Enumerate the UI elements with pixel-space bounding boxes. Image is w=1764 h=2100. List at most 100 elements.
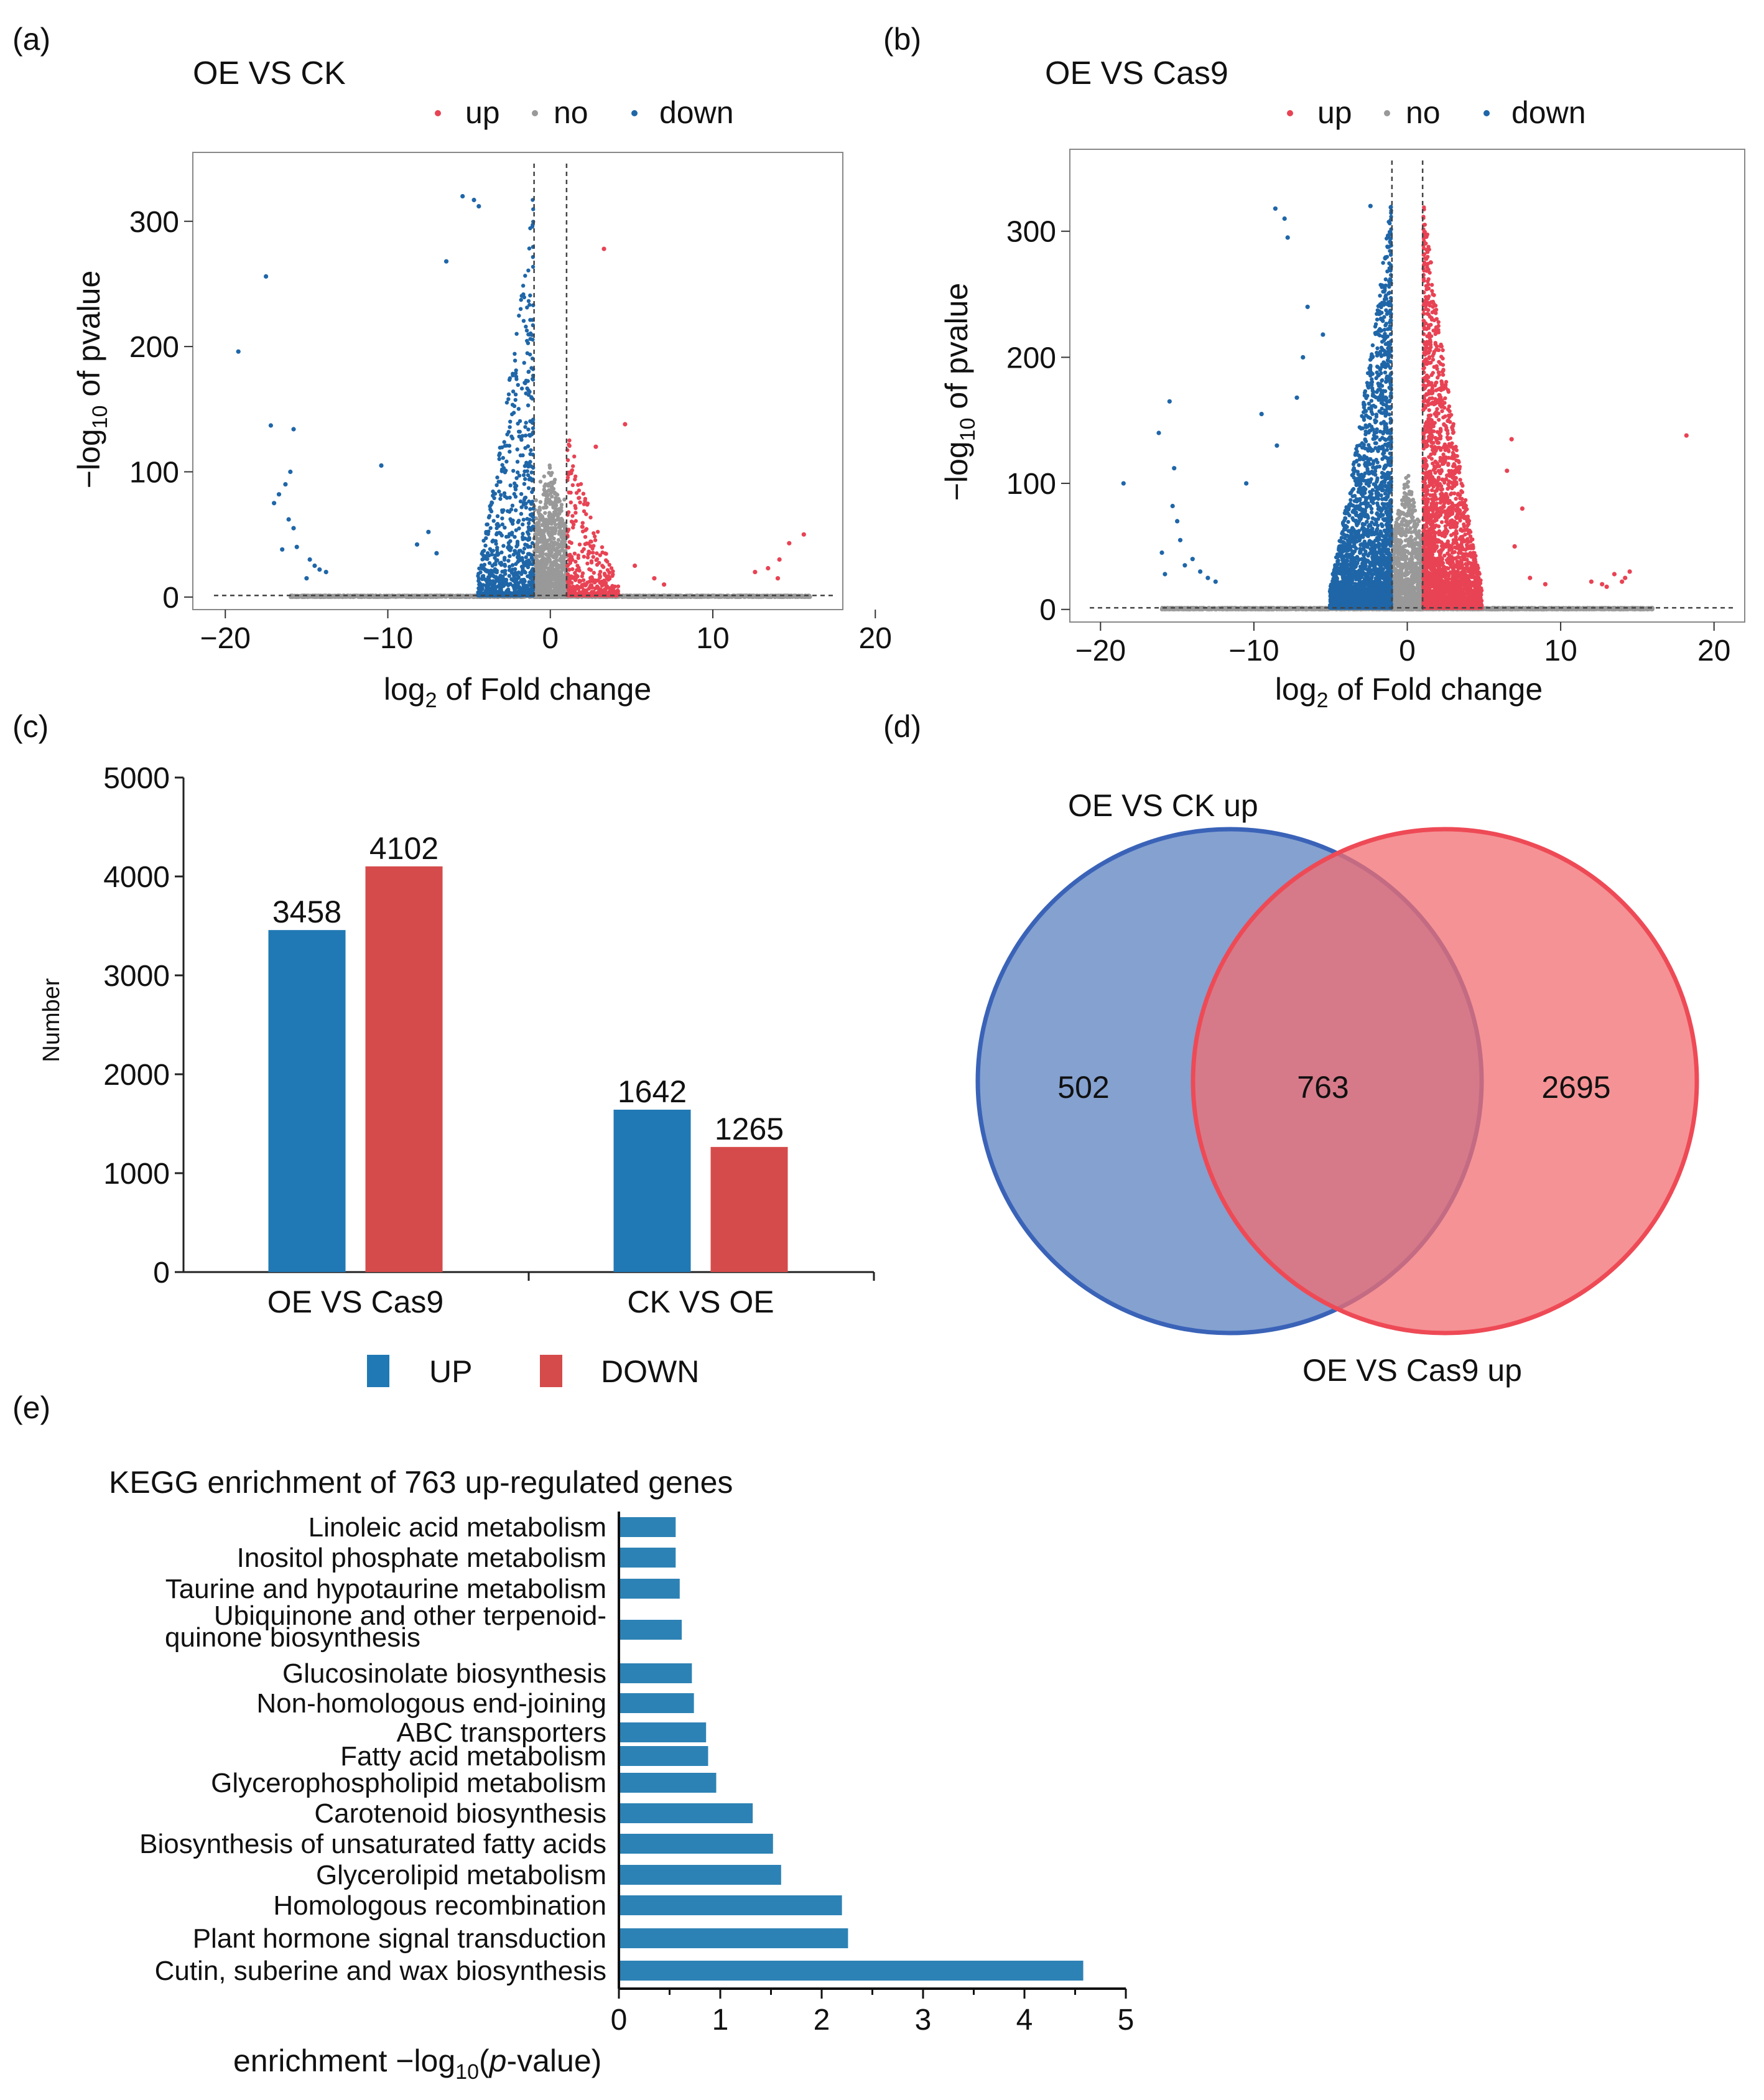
legend-down-marker — [1483, 110, 1490, 116]
down-point — [499, 560, 503, 565]
down-point — [494, 532, 499, 537]
no-point — [543, 505, 547, 509]
no-point — [541, 544, 545, 549]
up-point — [572, 454, 577, 458]
no-point — [552, 536, 556, 541]
no-point — [537, 587, 542, 592]
down-point — [505, 432, 509, 437]
down-point — [498, 574, 503, 578]
y-tick-label: 300 — [129, 206, 179, 239]
down-point — [503, 470, 508, 475]
no-point — [541, 519, 545, 523]
down-point — [511, 518, 515, 523]
volcano-b-legend: up no down — [1287, 95, 1586, 130]
down-point — [497, 580, 501, 584]
down-point — [491, 569, 496, 574]
up-point — [583, 535, 588, 539]
no-point — [546, 531, 550, 536]
no-point — [546, 518, 550, 523]
up-point — [590, 590, 594, 595]
down-outlier-point — [283, 482, 288, 487]
down-point — [476, 590, 481, 594]
down-point — [495, 546, 499, 550]
down-point — [507, 378, 512, 382]
no-point — [545, 581, 550, 585]
down-point — [502, 440, 506, 444]
down-point — [500, 509, 504, 514]
down-point — [521, 531, 525, 536]
down-point — [513, 485, 518, 489]
down-point — [521, 284, 526, 288]
no-point — [541, 561, 545, 565]
up-point — [584, 527, 589, 531]
up-point — [567, 444, 572, 448]
down-point — [527, 552, 531, 556]
panel-label-d: (d) — [883, 709, 921, 744]
down-point — [503, 494, 507, 499]
up-point — [570, 483, 575, 488]
down-point — [489, 509, 494, 514]
up-point — [588, 568, 593, 572]
no-point — [556, 496, 561, 501]
down-point — [507, 564, 512, 569]
down-point — [511, 468, 516, 473]
no-point — [555, 565, 560, 570]
down-point — [504, 534, 509, 539]
no-point — [547, 514, 551, 518]
down-point — [511, 371, 515, 376]
down-point — [513, 567, 518, 572]
legend-up-label: up — [465, 95, 500, 130]
down-point — [518, 419, 522, 424]
panel-label-e: (e) — [12, 1390, 50, 1425]
down-outlier-point — [323, 570, 328, 575]
no-point — [547, 463, 552, 468]
down-point — [531, 337, 535, 342]
down-point — [503, 564, 508, 568]
down-point — [481, 539, 486, 543]
down-point — [510, 531, 514, 535]
up-point — [598, 580, 602, 585]
down-point — [519, 511, 524, 516]
down-point — [476, 572, 481, 576]
down-point — [501, 544, 506, 548]
no-point — [768, 594, 773, 598]
down-outlier-point — [291, 427, 296, 432]
down-outlier-point — [291, 526, 296, 531]
down-point — [501, 456, 505, 460]
up-point — [581, 588, 585, 593]
no-point — [551, 505, 555, 510]
legend-no-marker — [1384, 110, 1390, 116]
up-point — [582, 547, 586, 551]
down-point — [522, 577, 526, 582]
x-tick-label: 10 — [696, 622, 729, 655]
down-outlier-point — [272, 501, 277, 506]
up-point — [580, 524, 584, 529]
down-outlier-point — [294, 544, 299, 549]
down-point — [513, 582, 518, 586]
up-point — [571, 525, 575, 530]
down-point — [521, 501, 526, 505]
up-point — [582, 592, 587, 597]
volcano-plot-a: OE VS CK up no down −20 −10 0 10 20010020030… — [72, 55, 892, 712]
down-point — [513, 397, 518, 402]
up-outlier-point — [593, 444, 598, 449]
down-point — [511, 552, 516, 557]
up-point — [573, 506, 578, 511]
down-point — [526, 473, 531, 478]
down-point — [526, 486, 531, 490]
no-point — [537, 572, 541, 577]
down-outlier-point — [443, 259, 449, 264]
up-point — [609, 566, 614, 570]
down-point — [496, 524, 501, 528]
no-point — [537, 505, 542, 510]
no-point — [539, 569, 544, 574]
down-point — [514, 528, 518, 532]
no-point — [552, 491, 557, 496]
no-point — [556, 537, 561, 542]
up-point — [591, 555, 595, 559]
down-point — [480, 566, 485, 571]
up-point — [582, 582, 587, 587]
down-point — [513, 589, 518, 594]
x-tick-label: −20 — [200, 622, 251, 655]
down-point — [493, 580, 498, 584]
